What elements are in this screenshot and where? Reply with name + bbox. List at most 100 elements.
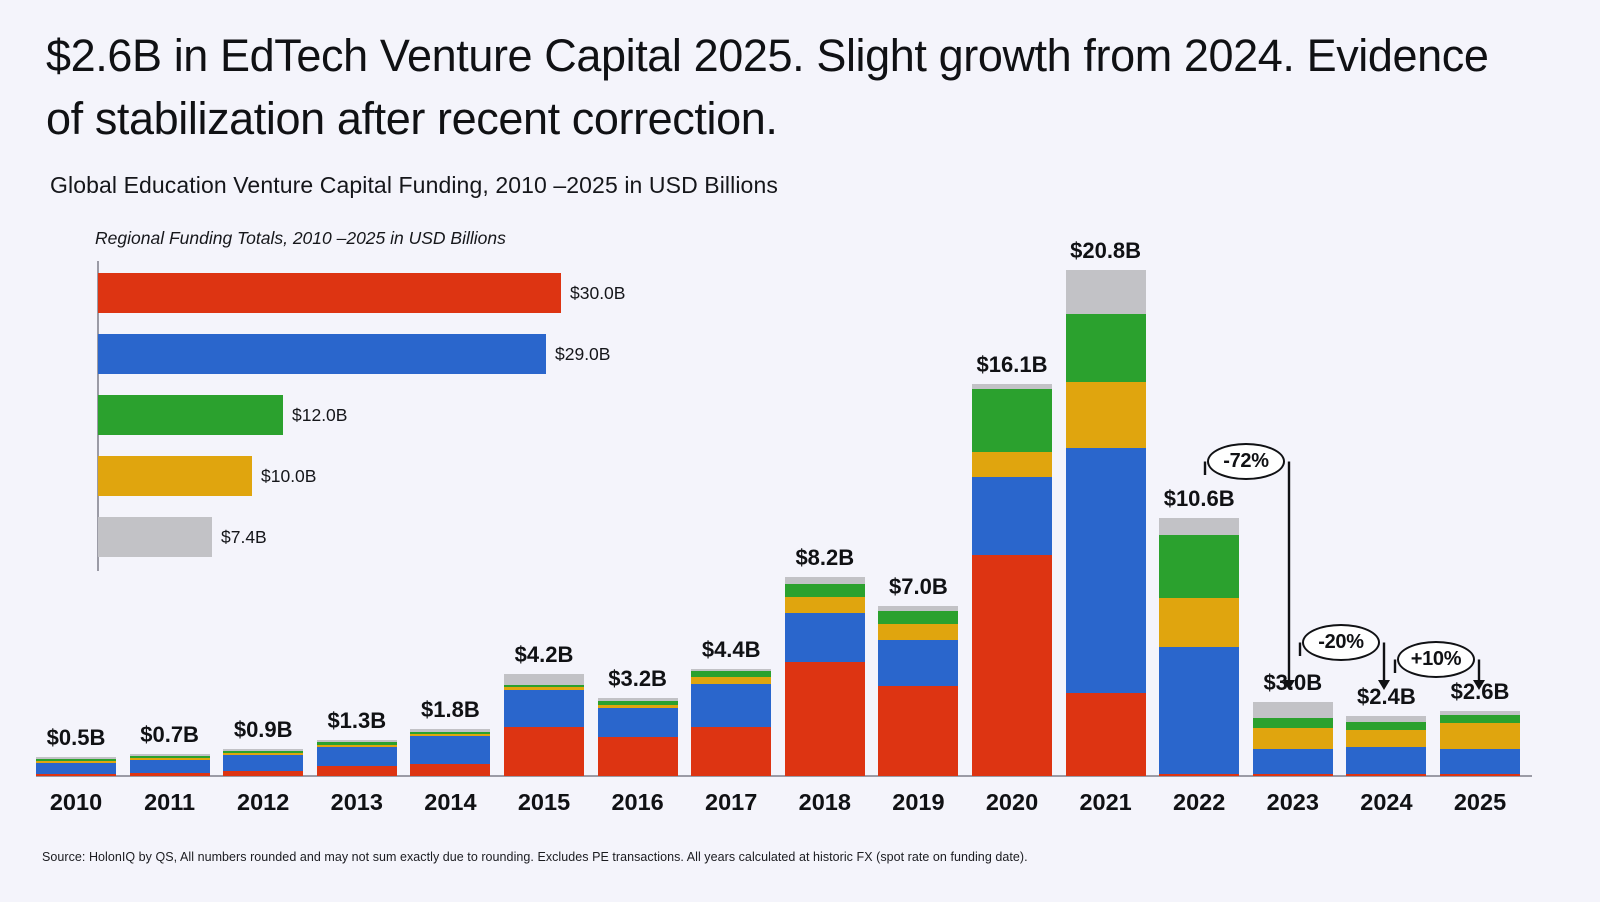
bar-group-2022[interactable]: $10.6B 2022 (1159, 0, 1240, 902)
x-axis-label-2024[interactable]: 2024 (1360, 789, 1413, 815)
bar-segment-india (223, 750, 304, 754)
inset-bar-india (98, 395, 283, 435)
bar-stack (1440, 711, 1520, 776)
bar-group-2015[interactable]: $4.2B 2015 (504, 0, 584, 902)
x-axis-baseline (36, 775, 1532, 777)
bar-segment-india (972, 389, 1052, 453)
bar-total-label: $20.8B (1070, 237, 1142, 263)
bar-group-2018[interactable]: $8.2B 2018 (784, 0, 865, 902)
bar-segment-india (410, 731, 491, 734)
bar-segment-europe (223, 753, 304, 756)
bar-stack (878, 605, 959, 776)
bar-segment-usa (597, 707, 678, 738)
bar-segment-europe (597, 704, 678, 708)
bar-group-2010[interactable]: $0.5B 2010 (36, 0, 116, 902)
bar-segment-china (1159, 773, 1240, 776)
bar-group-2023[interactable]: $3.0B 2023 (1252, 0, 1333, 902)
bar-segment-europe (1065, 381, 1146, 448)
bar-segment-india (36, 758, 116, 761)
chart-subtitle: Global Education Venture Capital Funding… (50, 172, 778, 198)
bar-segment-usa (972, 476, 1052, 555)
bar-total-label: $4.4B (701, 636, 761, 662)
bar-group-2019[interactable]: $7.0B 2019 (878, 0, 959, 902)
x-axis-label-2014[interactable]: 2014 (424, 789, 477, 815)
bar-stack (1065, 269, 1146, 776)
bar-group-2014[interactable]: $1.8B 2014 (410, 0, 491, 902)
bar-group-2024[interactable]: $2.4B 2024 (1346, 0, 1427, 902)
bar-stack (129, 753, 210, 776)
bar-segment-row (1440, 711, 1520, 716)
bar-total-label: $7.0B (889, 573, 948, 599)
bar-segment-india (1346, 721, 1427, 731)
bar-segment-row (129, 753, 210, 756)
bar-segment-usa (878, 639, 959, 686)
x-axis-label-2016[interactable]: 2016 (611, 789, 664, 815)
bar-segment-usa (36, 763, 116, 774)
callout-badge-1: -20% (1302, 624, 1380, 661)
x-axis-label-2018[interactable]: 2018 (798, 789, 851, 815)
x-axis-label-2015[interactable]: 2015 (517, 789, 571, 815)
bar-segment-china (504, 727, 584, 776)
bar-segment-india (504, 684, 584, 688)
bar-stack (504, 673, 584, 776)
bar-stack (597, 698, 678, 776)
bar-total-label: $2.4B (1357, 684, 1416, 710)
bar-segment-row (36, 756, 116, 759)
bar-group-2012[interactable]: $0.9B 2012 (223, 0, 304, 902)
x-axis-label-2017[interactable]: 2017 (705, 789, 758, 815)
x-axis-label-2025[interactable]: 2025 (1453, 789, 1507, 815)
bar-segment-india (691, 671, 772, 678)
inset-value-label: $10.0B (261, 466, 317, 486)
bar-segment-row (316, 740, 397, 743)
bar-total-label: $16.1B (976, 352, 1048, 378)
bar-segment-india (597, 701, 678, 705)
bar-segment-china (36, 773, 116, 776)
bar-segment-china (1440, 773, 1520, 776)
bar-segment-europe (1346, 730, 1427, 748)
x-axis-label-2010[interactable]: 2010 (49, 789, 103, 815)
bar-stack (410, 729, 491, 776)
bar-group-2013[interactable]: $1.3B 2013 (316, 0, 397, 902)
x-axis-label-2012[interactable]: 2012 (237, 789, 290, 815)
bar-group-2011[interactable]: $0.7B 2011 (129, 0, 210, 902)
bar-stack (1252, 702, 1333, 776)
bar-segment-usa (1159, 647, 1240, 774)
bar-total-label: $8.2B (795, 544, 855, 570)
x-axis-label-2020[interactable]: 2020 (985, 789, 1039, 815)
x-axis-label-2023[interactable]: 2023 (1266, 789, 1319, 815)
bar-total-label: $10.6B (1163, 486, 1235, 512)
bar-segment-india (129, 755, 210, 759)
bar-segment-row (784, 576, 865, 584)
inset-value-label: $30.0B (570, 283, 626, 303)
bar-segment-usa (410, 735, 491, 764)
bar-stack (784, 576, 865, 776)
bar-stack (972, 384, 1052, 776)
bar-segment-china (784, 661, 865, 776)
x-axis-label-2022[interactable]: 2022 (1173, 789, 1226, 815)
x-axis-label-2013[interactable]: 2013 (330, 789, 383, 815)
bar-group-2017[interactable]: $4.4B 2017 (691, 0, 772, 902)
bar-segment-china (972, 554, 1052, 776)
bar-stack (691, 668, 772, 776)
x-axis-label-2021[interactable]: 2021 (1079, 789, 1132, 815)
bar-segment-usa (129, 760, 210, 774)
x-axis-label-2019[interactable]: 2019 (892, 789, 945, 815)
bar-segment-usa (784, 613, 865, 662)
callout-badge-2: +10% (1397, 641, 1475, 678)
bar-stack (316, 740, 397, 776)
bar-segment-china (223, 771, 304, 776)
bar-total-label: $0.9B (233, 716, 293, 742)
bar-group-2016[interactable]: $3.2B 2016 (597, 0, 678, 902)
bar-segment-row (1159, 518, 1240, 536)
bar-group-2021[interactable]: $20.8B 2021 (1065, 0, 1146, 902)
bar-segment-usa (1252, 749, 1333, 774)
bar-group-2020[interactable]: $16.1B 2020 (972, 0, 1052, 902)
bar-segment-india (784, 583, 865, 598)
x-axis-label-2011[interactable]: 2011 (144, 789, 196, 815)
bar-segment-usa (1440, 749, 1520, 774)
bar-group-2025[interactable]: $2.6B 2025 (1440, 0, 1520, 902)
bar-segment-europe (36, 760, 116, 764)
